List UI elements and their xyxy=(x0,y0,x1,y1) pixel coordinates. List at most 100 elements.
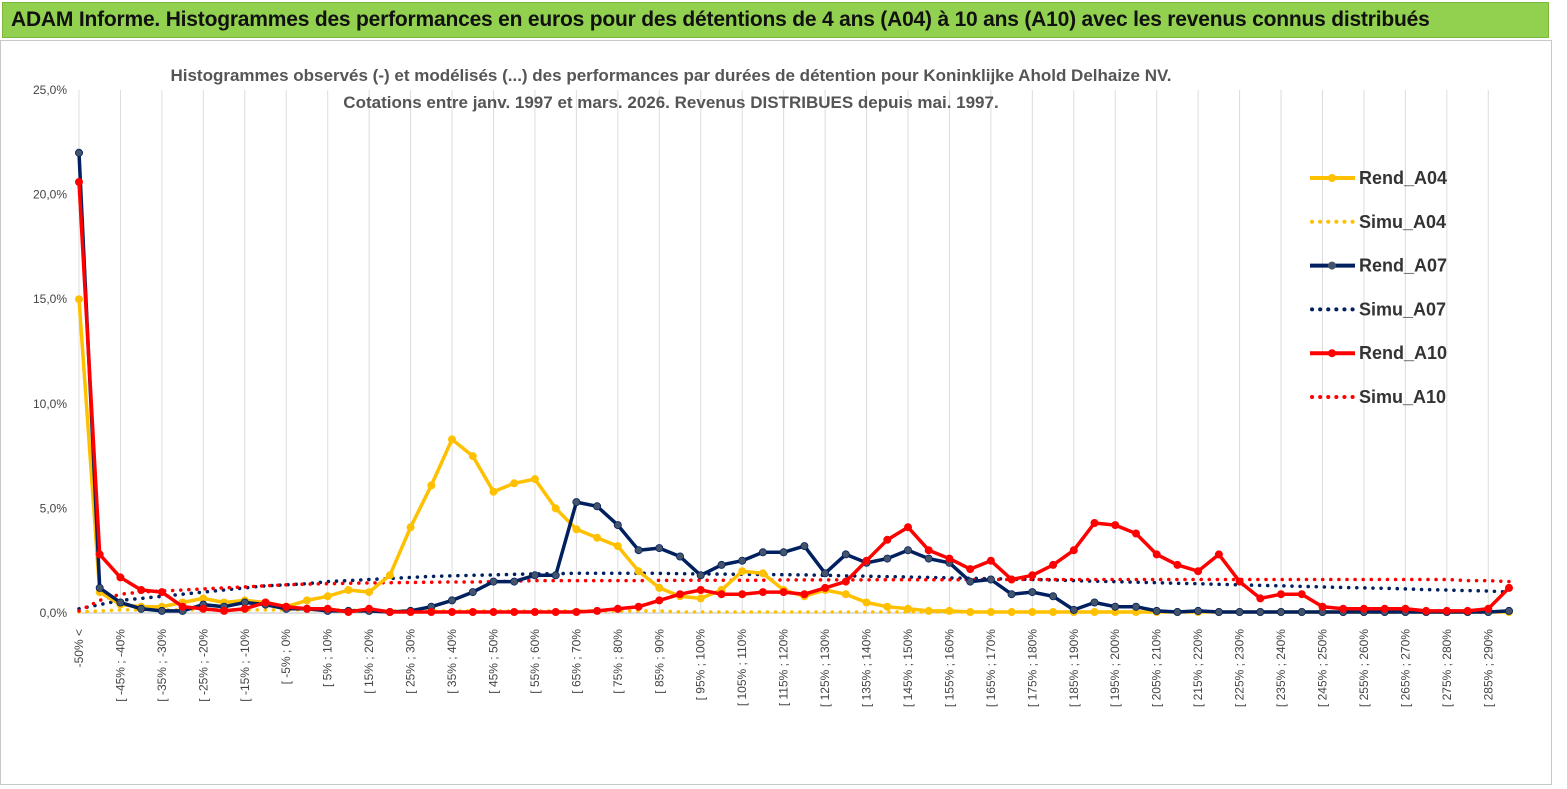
data-point xyxy=(676,590,685,599)
data-point xyxy=(1028,608,1037,617)
data-point xyxy=(1484,604,1493,613)
data-point xyxy=(821,569,830,578)
data-point xyxy=(738,590,747,599)
data-point xyxy=(1359,604,1368,613)
x-tick-label: [ 95% ; 100% xyxy=(694,629,708,701)
legend-item-rend-a10: Rend_A10 xyxy=(1310,343,1447,363)
data-point xyxy=(1380,604,1389,613)
series-line xyxy=(77,299,1509,614)
legend-marker xyxy=(1328,174,1336,182)
data-point xyxy=(966,565,975,574)
series-line xyxy=(77,181,1511,614)
x-tick-label: [ -35% ; -30% xyxy=(155,629,169,702)
data-point xyxy=(593,533,602,542)
data-point xyxy=(758,569,767,578)
data-point xyxy=(883,602,892,611)
data-point xyxy=(1049,592,1058,601)
x-tick-label: [ 215% ; 220% xyxy=(1191,629,1205,707)
data-point xyxy=(1132,529,1141,538)
data-point xyxy=(1090,608,1099,617)
data-point xyxy=(1297,608,1306,617)
data-point xyxy=(282,602,291,611)
data-point xyxy=(323,604,332,613)
data-point xyxy=(1422,606,1431,615)
data-point xyxy=(1194,606,1203,615)
data-point xyxy=(1463,606,1472,615)
data-point xyxy=(116,598,125,607)
data-point xyxy=(1028,588,1037,597)
y-axis: 0,0% 5,0% 10,0% 15,0% 20,0% 25,0% xyxy=(33,83,67,620)
data-point xyxy=(572,525,581,534)
data-point xyxy=(758,548,767,557)
data-point xyxy=(1235,577,1244,586)
data-point xyxy=(986,556,995,565)
data-point xyxy=(841,590,850,599)
legend-label: Rend_A04 xyxy=(1359,168,1447,188)
data-point xyxy=(572,498,581,507)
data-point xyxy=(385,608,394,617)
x-tick-label: [ 255% ; 260% xyxy=(1357,629,1371,707)
data-point xyxy=(1049,560,1058,569)
y-tick-label: 5,0% xyxy=(40,501,68,515)
data-point xyxy=(883,554,892,563)
series-line xyxy=(77,577,1511,613)
x-tick-label: [ 205% ; 210% xyxy=(1150,629,1164,707)
x-tick-label: [ 285% ; 290% xyxy=(1481,629,1495,707)
data-point xyxy=(924,546,933,555)
y-tick-label: 10,0% xyxy=(33,397,67,411)
data-point xyxy=(75,295,84,304)
data-point xyxy=(1111,521,1120,530)
data-point xyxy=(655,544,664,553)
data-point xyxy=(261,598,270,607)
data-point xyxy=(1007,590,1016,599)
data-point xyxy=(821,583,830,592)
data-point xyxy=(1505,583,1514,592)
data-point xyxy=(717,560,726,569)
data-point xyxy=(800,590,809,599)
data-point xyxy=(447,596,456,605)
x-tick-label: [ 125% ; 130% xyxy=(818,629,832,707)
x-tick-label: [ 5% ; 10% xyxy=(321,629,335,687)
data-point xyxy=(1090,519,1099,528)
data-point xyxy=(841,577,850,586)
data-point xyxy=(551,571,560,580)
data-point xyxy=(199,604,208,613)
legend-label: Simu_A07 xyxy=(1359,299,1446,319)
data-point xyxy=(738,567,747,576)
data-point xyxy=(323,592,332,601)
x-axis: -50% < [ -45% ; -40% [ -35% ; -30% [ -25% ;… xyxy=(72,612,1509,707)
data-point xyxy=(157,606,166,615)
x-tick-label: [ 155% ; 160% xyxy=(942,629,956,707)
data-point xyxy=(613,521,622,530)
data-point xyxy=(95,550,104,559)
data-point xyxy=(883,535,892,544)
data-point xyxy=(966,608,975,617)
series-simu-a10 xyxy=(77,577,1511,613)
data-point xyxy=(406,523,415,532)
data-point xyxy=(489,608,498,617)
data-point xyxy=(406,608,415,617)
data-point xyxy=(593,606,602,615)
x-tick-label: [ 265% ; 270% xyxy=(1398,629,1412,707)
data-point xyxy=(593,502,602,511)
data-point xyxy=(510,608,519,617)
data-point xyxy=(137,586,146,595)
data-point xyxy=(966,577,975,586)
data-point xyxy=(365,604,374,613)
y-tick-label: 25,0% xyxy=(33,83,67,97)
x-tick-label: [ 135% ; 140% xyxy=(860,629,874,707)
data-point xyxy=(779,588,788,597)
x-tick-label: [ 245% ; 250% xyxy=(1315,629,1329,707)
legend-label: Simu_A10 xyxy=(1359,387,1446,407)
x-tick-label: [ 85% ; 90% xyxy=(652,629,666,694)
data-point xyxy=(1069,605,1078,614)
chart-title-line1: Histogrammes observés (-) et modélisés (… xyxy=(170,66,1171,85)
y-tick-label: 15,0% xyxy=(33,292,67,306)
x-tick-label: [ 105% ; 110% xyxy=(735,629,749,706)
data-point xyxy=(447,435,456,444)
data-point xyxy=(1505,606,1514,615)
data-point xyxy=(1214,550,1223,559)
data-point xyxy=(634,602,643,611)
data-point xyxy=(489,577,498,586)
data-point xyxy=(95,583,104,592)
